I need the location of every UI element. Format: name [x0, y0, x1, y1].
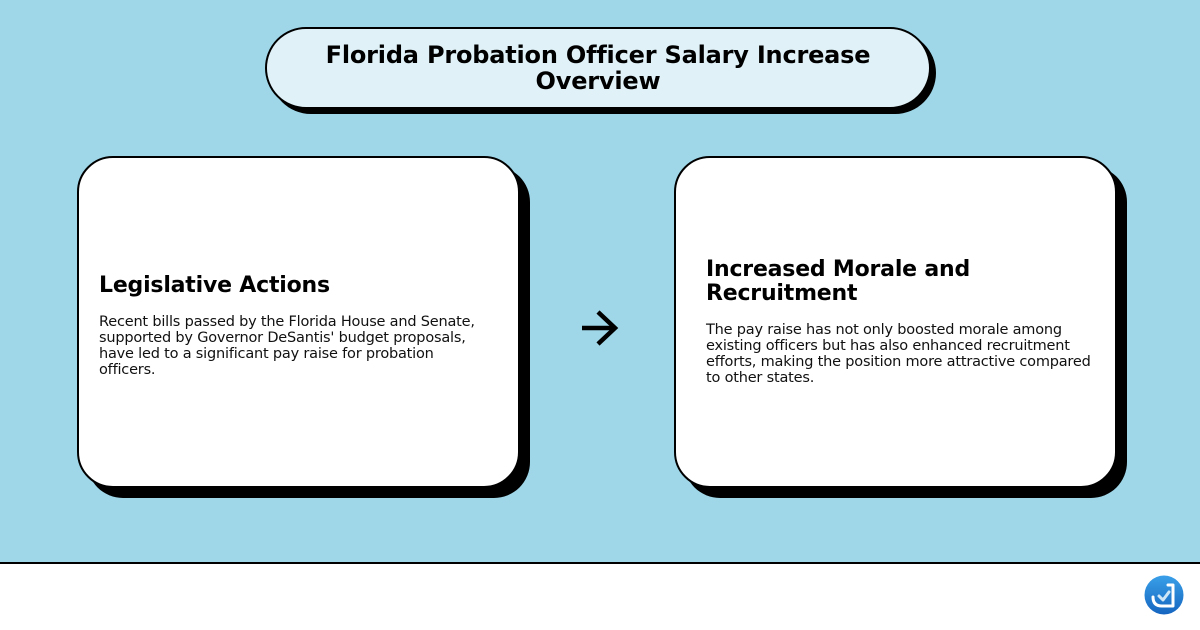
card-heading: Legislative Actions — [99, 273, 330, 298]
diagram-title: Florida Probation Officer Salary Increas… — [325, 41, 871, 95]
footer-bar — [0, 562, 1200, 630]
check-badge-logo-icon[interactable] — [1144, 575, 1184, 615]
card-body: Recent bills passed by the Florida House… — [99, 314, 475, 378]
diagram-canvas: Florida Probation Officer Salary Increas… — [0, 0, 1200, 562]
arrow-right-icon — [582, 310, 619, 346]
card-increased-morale: Increased Morale and Recruitment The pay… — [674, 156, 1117, 488]
card-legislative-actions: Legislative Actions Recent bills passed … — [77, 156, 520, 488]
title-banner: Florida Probation Officer Salary Increas… — [265, 27, 931, 109]
card-body: The pay raise has not only boosted moral… — [706, 322, 1091, 386]
card-heading: Increased Morale and Recruitment — [706, 257, 971, 306]
